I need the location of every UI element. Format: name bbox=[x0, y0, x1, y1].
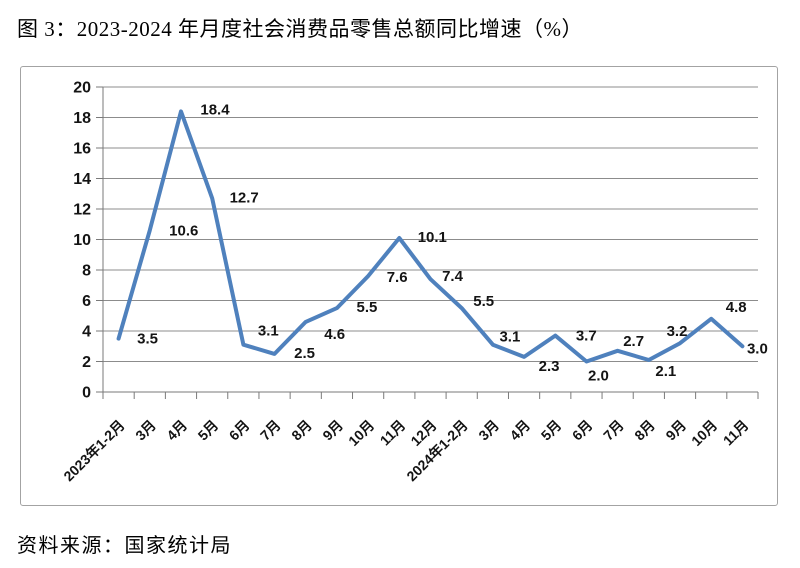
series-line bbox=[116, 109, 745, 364]
x-tick-label: 10月 bbox=[688, 417, 720, 449]
y-tick-label: 18 bbox=[73, 110, 91, 127]
data-label: 2.3 bbox=[539, 358, 560, 375]
data-label: 12.7 bbox=[230, 189, 259, 206]
y-tick-label: 4 bbox=[82, 324, 91, 341]
x-tick-label: 7月 bbox=[257, 417, 284, 444]
y-tick-label: 6 bbox=[82, 293, 91, 310]
x-tick-label: 11月 bbox=[377, 417, 409, 449]
data-label: 2.5 bbox=[294, 345, 315, 362]
y-tick-label: 8 bbox=[82, 263, 91, 280]
data-label: 2.0 bbox=[588, 368, 609, 385]
x-tick-label: 6月 bbox=[226, 417, 253, 444]
data-label: 2.1 bbox=[655, 363, 676, 380]
x-tick-label: 8月 bbox=[631, 417, 658, 444]
x-tick-label: 7月 bbox=[600, 417, 627, 444]
data-label: 18.4 bbox=[200, 101, 230, 118]
data-label: 4.6 bbox=[324, 326, 345, 343]
data-label: 4.8 bbox=[726, 299, 747, 316]
source-note: 资料来源：国家统计局 bbox=[17, 535, 232, 557]
data-label: 3.7 bbox=[576, 328, 597, 345]
x-tick-label: 6月 bbox=[569, 417, 596, 444]
y-tick-label: 14 bbox=[73, 171, 91, 188]
data-label: 5.5 bbox=[473, 293, 494, 310]
x-tick-label: 11月 bbox=[720, 417, 752, 449]
data-label: 3.5 bbox=[137, 331, 158, 348]
data-label: 3.1 bbox=[499, 329, 520, 346]
line-chart: 0 2 4 6 8 10 12 14 16 18 20 2023年1-2月 3月 4月 5月 6月 7月 8月 9月… bbox=[20, 66, 778, 506]
data-label: 10.1 bbox=[418, 229, 447, 246]
y-tick-label: 20 bbox=[73, 80, 91, 97]
y-tick-label: 12 bbox=[73, 202, 91, 219]
x-tick-label: 5月 bbox=[538, 417, 565, 444]
data-label: 5.5 bbox=[356, 299, 377, 316]
x-tick-label: 4月 bbox=[506, 417, 533, 444]
x-tick-label: 9月 bbox=[662, 417, 689, 444]
data-label: 3.0 bbox=[747, 340, 768, 357]
data-label: 3.1 bbox=[258, 323, 279, 340]
x-tick-label: 5月 bbox=[195, 417, 222, 444]
x-tick-label: 8月 bbox=[288, 417, 315, 444]
x-tick-label: 2023年1-2月 bbox=[60, 417, 127, 484]
x-tick-label: 9月 bbox=[319, 417, 346, 444]
data-label: 3.2 bbox=[667, 323, 688, 340]
data-label: 7.4 bbox=[442, 268, 464, 285]
data-label: 10.6 bbox=[169, 222, 198, 239]
y-tick-label: 10 bbox=[73, 232, 91, 249]
x-tick-label: 4月 bbox=[163, 417, 190, 444]
y-tick-label: 16 bbox=[73, 141, 91, 158]
y-tick-label: 0 bbox=[82, 385, 91, 402]
x-tick-label: 10月 bbox=[345, 417, 377, 449]
x-tick-label: 3月 bbox=[475, 417, 502, 444]
data-label: 7.6 bbox=[387, 269, 408, 286]
x-tick-label: 3月 bbox=[132, 417, 159, 444]
data-label: 2.7 bbox=[623, 333, 644, 350]
figure-title: 图 3：2023-2024 年月度社会消费品零售总额同比增速（%） bbox=[17, 17, 583, 41]
y-tick-label: 2 bbox=[82, 354, 91, 371]
